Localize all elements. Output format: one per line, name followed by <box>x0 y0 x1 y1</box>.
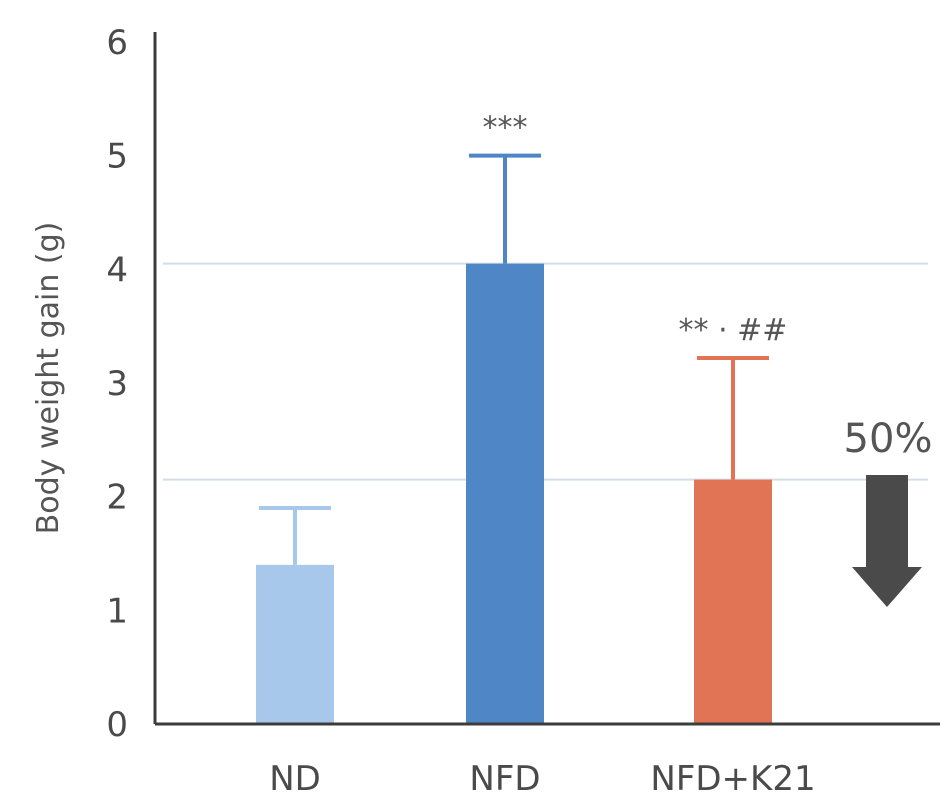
y-tick-label: 0 <box>106 705 128 745</box>
x-tick-label: ND <box>269 759 321 799</box>
bar-nfd <box>466 263 544 723</box>
down-arrow-icon <box>852 475 922 607</box>
y-tick-label: 3 <box>106 364 128 404</box>
x-tick-label: NFD <box>469 759 540 799</box>
y-tick-label: 5 <box>106 137 128 177</box>
y-tick-label: 6 <box>106 23 128 63</box>
bar-nfd-k21 <box>694 479 772 723</box>
significance-label: ** · ## <box>679 313 788 348</box>
bar-nd <box>256 564 334 723</box>
y-axis-label: Body weight gain (g) <box>31 222 66 535</box>
x-tick-label: NFD+K21 <box>650 759 815 799</box>
y-tick-label: 2 <box>106 478 128 518</box>
y-tick-label: 1 <box>106 591 128 631</box>
significance-label: *** <box>483 111 528 146</box>
callout-percent: 50% <box>844 416 933 462</box>
y-tick-label: 4 <box>106 250 128 290</box>
